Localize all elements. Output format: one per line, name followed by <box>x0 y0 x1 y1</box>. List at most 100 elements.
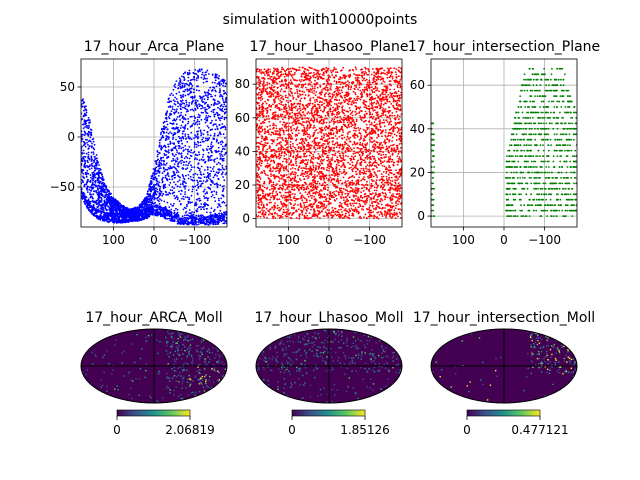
data-point <box>282 185 285 188</box>
data-point <box>207 156 210 159</box>
data-point <box>366 180 368 183</box>
data-point <box>271 113 274 116</box>
data-point <box>179 186 182 188</box>
data-point <box>185 218 188 221</box>
data-point <box>215 149 217 152</box>
data-point <box>161 136 164 139</box>
data-point <box>93 172 96 175</box>
data-point <box>207 186 210 189</box>
data-point <box>189 116 192 118</box>
data-point <box>91 172 94 174</box>
data-point <box>159 198 161 201</box>
data-point <box>104 207 107 210</box>
data-point <box>109 213 112 216</box>
data-point <box>223 125 226 128</box>
data-point <box>319 131 321 133</box>
data-point <box>379 142 381 145</box>
data-point <box>209 134 212 137</box>
data-point <box>110 200 113 203</box>
data-point <box>263 121 266 124</box>
data-point <box>220 104 223 106</box>
data-point <box>108 218 111 221</box>
data-point <box>161 172 164 175</box>
data-point <box>221 97 224 100</box>
data-point <box>371 201 373 203</box>
data-point <box>141 203 143 206</box>
data-point <box>92 165 94 168</box>
data-point <box>272 133 275 136</box>
data-point <box>296 126 299 129</box>
data-point <box>222 187 225 190</box>
data-point <box>115 222 118 224</box>
data-point <box>172 94 175 97</box>
data-point <box>198 153 201 156</box>
data-point <box>89 140 92 143</box>
data-point <box>216 186 219 189</box>
data-point <box>92 205 94 208</box>
data-point <box>97 173 100 176</box>
data-point <box>178 137 181 140</box>
data-point <box>256 156 259 159</box>
data-point <box>188 72 191 75</box>
data-point <box>164 183 167 186</box>
data-point <box>141 211 144 214</box>
data-point <box>165 193 168 196</box>
data-point <box>215 85 218 88</box>
data-point <box>209 115 212 118</box>
data-point <box>213 104 215 107</box>
data-point <box>101 173 103 176</box>
data-point <box>210 141 213 144</box>
data-point <box>182 183 184 186</box>
data-point <box>266 93 269 96</box>
data-point <box>173 187 175 190</box>
data-point <box>180 114 182 117</box>
data-point <box>348 107 351 109</box>
data-point <box>165 162 168 165</box>
data-point <box>332 196 335 199</box>
data-point <box>85 152 88 155</box>
data-point <box>280 154 283 157</box>
data-point <box>182 223 185 225</box>
data-point <box>332 106 334 109</box>
y-tick-label: 0 <box>67 130 75 144</box>
data-point <box>155 166 158 169</box>
data-point <box>207 96 210 99</box>
data-point <box>173 155 176 158</box>
data-point <box>217 113 219 116</box>
data-point <box>166 128 169 131</box>
data-point <box>179 83 182 86</box>
data-point <box>218 124 221 126</box>
data-point <box>221 164 224 167</box>
data-point <box>132 209 134 211</box>
data-point <box>220 83 223 86</box>
data-point <box>188 69 191 72</box>
data-point <box>161 178 164 180</box>
data-point <box>92 179 94 182</box>
data-point <box>341 148 344 151</box>
data-point <box>166 168 169 171</box>
data-point <box>208 73 210 75</box>
data-point <box>128 210 131 213</box>
data-point <box>173 181 175 184</box>
data-point <box>181 121 184 124</box>
data-point <box>173 85 176 87</box>
data-point <box>100 199 103 201</box>
data-point <box>225 204 227 207</box>
data-point <box>165 118 168 120</box>
data-point <box>173 132 176 134</box>
data-point <box>166 214 169 217</box>
data-point <box>288 122 291 125</box>
data-point <box>203 188 206 191</box>
data-point <box>176 198 179 201</box>
data-point <box>313 73 316 76</box>
data-point <box>202 78 205 80</box>
data-point <box>135 215 138 218</box>
data-point <box>190 194 193 197</box>
data-point <box>218 114 221 116</box>
data-point <box>195 143 198 146</box>
data-point <box>167 132 170 135</box>
data-point <box>199 141 202 144</box>
data-point <box>180 137 183 139</box>
y-tick-label: 50 <box>60 80 75 94</box>
data-point <box>200 158 203 161</box>
